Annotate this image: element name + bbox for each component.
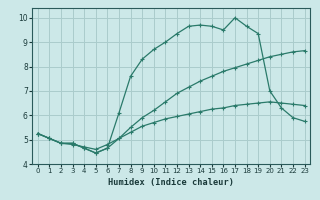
- X-axis label: Humidex (Indice chaleur): Humidex (Indice chaleur): [108, 178, 234, 187]
